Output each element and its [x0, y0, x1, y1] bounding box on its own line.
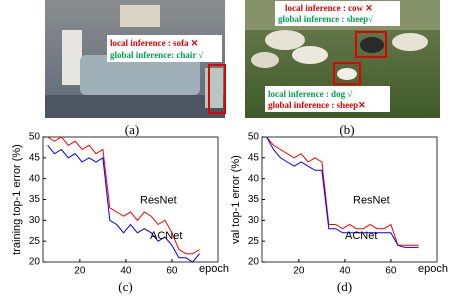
caption: (a)	[125, 122, 139, 137]
y-tick-label: 30	[29, 215, 41, 226]
y-tick-label: 20	[248, 257, 260, 268]
line	[266, 136, 419, 246]
x-tick-label: 60	[385, 266, 397, 277]
y-tick-label: 25	[248, 236, 260, 247]
x-tick-label: 20	[74, 266, 86, 277]
plot-frame	[42, 136, 219, 263]
y-tick-label: 35	[248, 194, 260, 205]
x-tick-label: 60	[166, 266, 178, 277]
y-tick-label: 45	[29, 152, 41, 163]
y-tick-label: 40	[29, 173, 41, 184]
photo-b	[245, 0, 440, 118]
x-tick-label: 40	[120, 266, 132, 277]
x-axis-label: epoch	[418, 263, 448, 275]
y-tick-label: 40	[248, 173, 260, 184]
annotation: global inference: chair √	[110, 50, 203, 60]
caption: (b)	[339, 122, 354, 137]
line	[47, 144, 200, 263]
annotation: global inference : sheep✕	[268, 100, 366, 110]
line	[266, 136, 419, 248]
y-tick-label: 25	[29, 236, 41, 247]
photo-a	[45, 0, 226, 118]
series-label: ACNet	[150, 230, 182, 242]
y-axis-label: training top-1 error (%)	[11, 144, 23, 255]
plot-frame	[261, 136, 438, 263]
x-axis-label: epoch	[199, 263, 229, 275]
series-label: ResNet	[140, 195, 177, 207]
series-label: ACNet	[345, 230, 377, 242]
series-label: ResNet	[353, 195, 390, 207]
y-tick-label: 45	[248, 152, 260, 163]
annotation: local inference : dog √	[268, 89, 352, 99]
annotation: local inference : sofa ✕	[110, 38, 198, 48]
x-tick-label: 40	[339, 266, 351, 277]
x-tick-label: 20	[293, 266, 305, 277]
y-axis-label: val top-1 error (%)	[230, 155, 242, 244]
annotation: local inference : cow ✕	[285, 3, 373, 13]
y-tick-label: 20	[29, 257, 41, 268]
annotation: global inference : sheep√	[278, 14, 373, 24]
y-tick-label: 50	[248, 132, 260, 143]
caption: (d)	[337, 279, 352, 294]
caption: (c)	[118, 279, 132, 294]
y-tick-label: 30	[248, 215, 260, 226]
y-tick-label: 35	[29, 194, 41, 205]
y-tick-label: 50	[29, 132, 41, 143]
line	[47, 136, 200, 255]
